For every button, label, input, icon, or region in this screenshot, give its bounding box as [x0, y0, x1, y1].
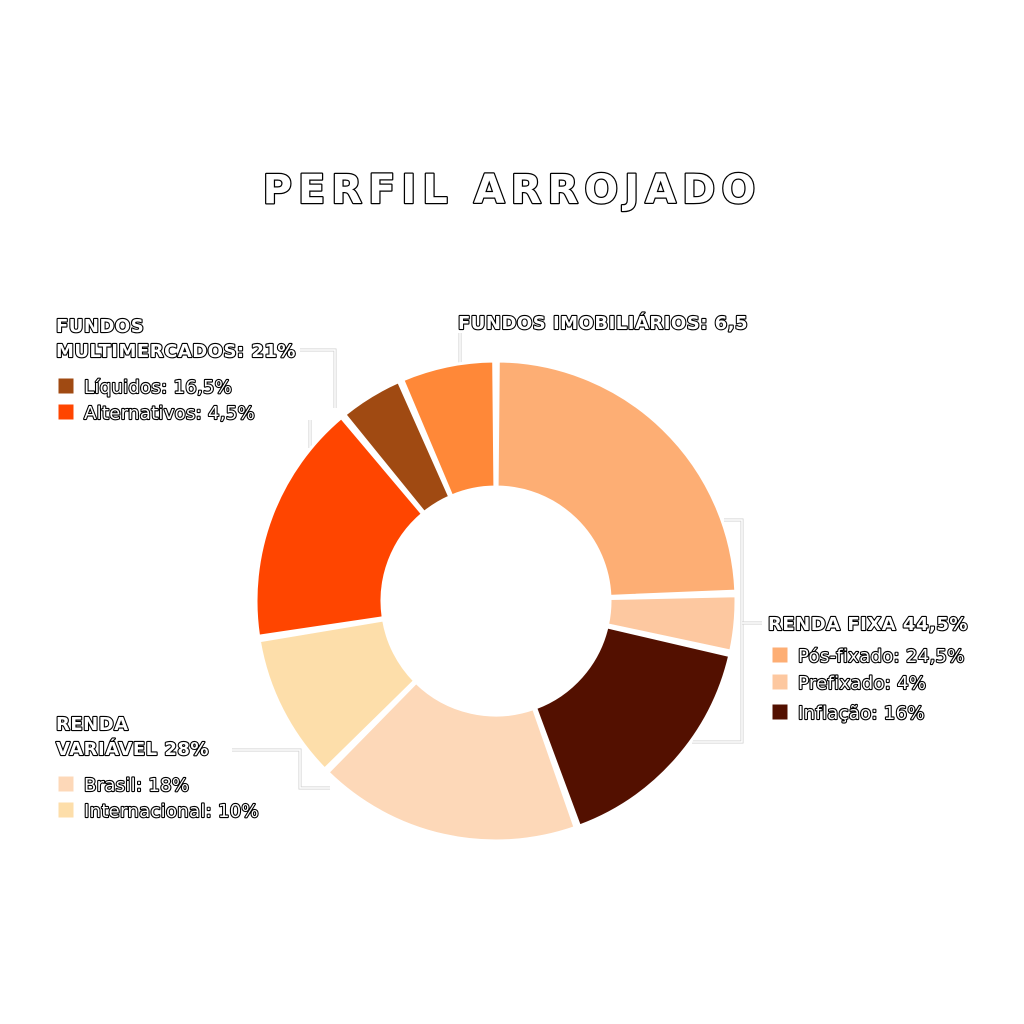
donut-slice-3	[533, 625, 732, 828]
legend-fundos-multimercados: FUNDOS MULTIMERCADOS: 21% Líquidos: 16,5…	[55, 315, 297, 425]
donut-slice-7	[342, 379, 452, 515]
group-label-multimercados-line2: MULTIMERCADOS: 21%	[56, 341, 296, 362]
legend-swatch	[57, 377, 75, 395]
legend-swatch	[771, 673, 789, 691]
donut-slice-6	[254, 415, 425, 638]
legend-label: Inflação: 16%	[798, 703, 925, 724]
group-label-fundos-imobiliarios: FUNDOS IMOBILIÁRIOS: 6,5	[458, 312, 748, 334]
donut-slices	[254, 359, 738, 843]
legend-swatch	[57, 801, 75, 819]
legend-renda-variavel: RENDA VARIÁVEL 28% Brasil: 18% Internaci…	[55, 713, 260, 823]
legend-label: Líquidos: 16,5%	[84, 377, 232, 398]
legend-label: Alternativos: 4,5%	[84, 403, 255, 424]
donut-slice-1	[495, 359, 738, 598]
legend-label: Brasil: 18%	[84, 775, 189, 796]
legend-swatch	[57, 775, 75, 793]
group-label-renda-fixa: RENDA FIXA 44,5%	[768, 614, 968, 635]
legend-swatch	[771, 646, 789, 664]
group-label-multimercados-line1: FUNDOS	[56, 316, 144, 337]
leader-lines	[232, 333, 762, 790]
legend-label: Internacional: 10%	[84, 801, 259, 822]
donut-slice-2	[605, 594, 738, 653]
donut-slice-5	[257, 618, 417, 772]
chart-title: PERFIL ARROJADO	[263, 167, 762, 213]
legend-label: Prefixado: 4%	[798, 673, 926, 694]
donut-slice-4	[325, 680, 578, 843]
legend-swatch	[771, 703, 789, 721]
legend-label: Pós-fixado: 24,5%	[798, 646, 965, 667]
legend-renda-fixa: RENDA FIXA 44,5% Pós-fixado: 24,5% Prefi…	[767, 613, 969, 725]
legend-swatch	[57, 403, 75, 421]
group-label-renda-variavel-line1: RENDA	[56, 714, 129, 735]
donut-slice-8	[400, 359, 497, 498]
group-label-renda-variavel-line2: VARIÁVEL 28%	[56, 738, 209, 760]
